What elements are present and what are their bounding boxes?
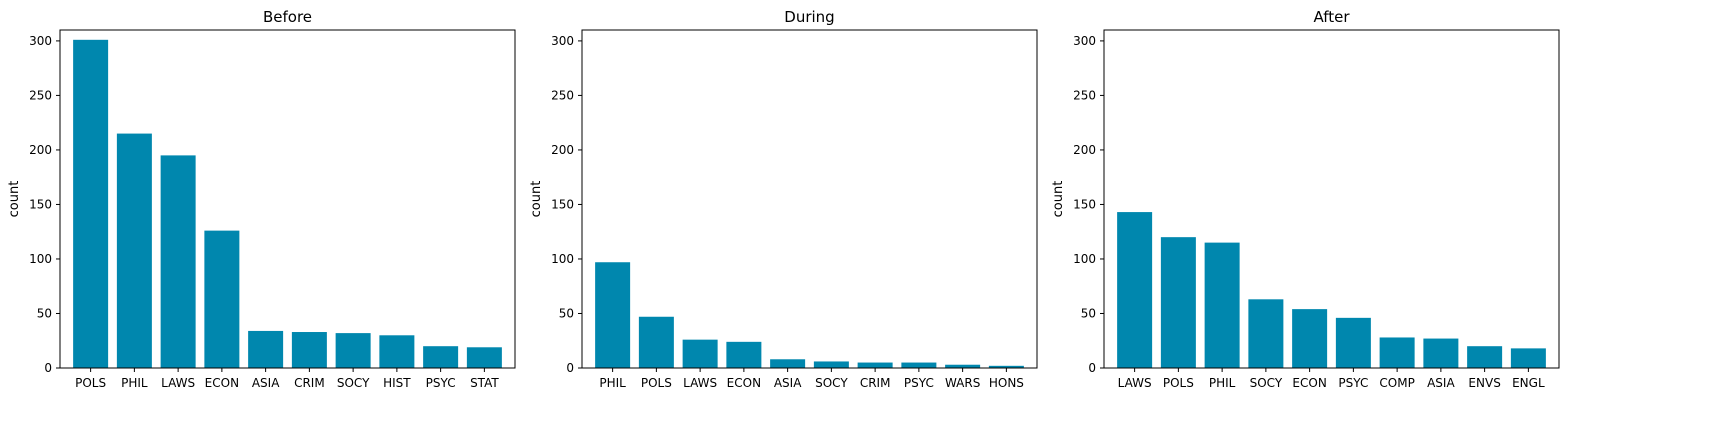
bar-phil [116, 133, 152, 368]
bar-econ [1292, 309, 1328, 368]
x-tick-label: SOCY [337, 376, 370, 390]
y-axis-label: count [1051, 181, 1066, 218]
x-tick-label: PSYC [426, 376, 456, 390]
x-tick-label: CRIM [860, 376, 891, 390]
y-tick-label: 100 [29, 252, 52, 266]
chart-panel-before: Before count POLS PHIL LAWS ECON ASIA CRIM SOC… [7, 8, 516, 390]
y-axis-label: count [7, 181, 22, 218]
y-axis-label: count [529, 181, 544, 218]
plot-frame [1103, 29, 1560, 369]
bar-socy [335, 333, 371, 368]
x-tick-label: PSYC [904, 376, 934, 390]
bar-wars [945, 364, 981, 368]
y-tick-label: 0 [566, 361, 574, 375]
x-tick-label: ENVS [1468, 376, 1500, 390]
x-tick-label: ASIA [774, 376, 802, 390]
bar-phil [595, 262, 631, 368]
y-tick-label: 200 [29, 143, 52, 157]
y-tick-label: 50 [1081, 306, 1096, 320]
plot-frame [59, 29, 516, 369]
chart-title: After [1313, 8, 1350, 26]
x-tick-label: ENGL [1512, 376, 1545, 390]
x-tick-label: ECON [205, 376, 239, 390]
bar-laws [160, 155, 196, 368]
x-tick-label: SOCY [815, 376, 848, 390]
plot-frame [581, 29, 1038, 369]
y-tick-label: 300 [1073, 34, 1096, 48]
x-tick-label: ECON [727, 376, 761, 390]
x-tick-label: PHIL [599, 376, 626, 390]
bar-psyc [901, 362, 937, 368]
y-tick-label: 300 [551, 34, 574, 48]
y-tick-label: 300 [29, 34, 52, 48]
x-tick-label: PSYC [1338, 376, 1368, 390]
bar-engl [1510, 348, 1546, 368]
y-tick-label: 50 [559, 306, 574, 320]
x-tick-label: ASIA [1427, 376, 1455, 390]
bar-pols [73, 39, 109, 369]
bar-econ [726, 341, 762, 368]
bar-socy [1248, 299, 1284, 368]
x-tick-label: WARS [945, 376, 980, 390]
bar-pols [1160, 237, 1196, 368]
x-tick-label: POLS [1163, 376, 1194, 390]
bar-asia [248, 330, 284, 368]
x-tick-label: SOCY [1250, 376, 1283, 390]
y-tick-label: 0 [1088, 361, 1096, 375]
y-tick-label: 250 [29, 88, 52, 102]
y-tick-label: 250 [1073, 88, 1096, 102]
x-tick-label: ECON [1292, 376, 1326, 390]
y-tick-label: 150 [29, 197, 52, 211]
bar-stat [466, 347, 502, 368]
bar-asia [1423, 338, 1459, 368]
y-tick-label: 150 [551, 197, 574, 211]
x-tick-label: PHIL [121, 376, 148, 390]
x-tick-label: POLS [75, 376, 106, 390]
x-tick-label: LAWS [1118, 376, 1152, 390]
bar-hist [379, 335, 415, 368]
y-tick-label: 0 [44, 361, 52, 375]
x-tick-label: PHIL [1209, 376, 1236, 390]
bar-phil [1204, 242, 1240, 368]
bar-crim [291, 332, 327, 368]
x-tick-label: COMP [1379, 376, 1414, 390]
x-tick-label: STAT [470, 376, 499, 390]
bar-laws [1117, 212, 1153, 368]
bar-hons [988, 365, 1024, 368]
chart-title: During [784, 8, 834, 26]
x-tick-label: LAWS [683, 376, 717, 390]
chart-panel-after: After count LAWS POLS PHIL SOCY ECON PSYC COMP… [1051, 8, 1560, 390]
bar-laws [682, 339, 718, 368]
y-tick-label: 200 [1073, 143, 1096, 157]
bar-psyc [1335, 317, 1371, 368]
y-tick-label: 150 [1073, 197, 1096, 211]
bar-envs [1467, 346, 1503, 368]
x-tick-label: POLS [641, 376, 672, 390]
bar-comp [1379, 337, 1415, 368]
y-tick-label: 50 [37, 306, 52, 320]
bar-psyc [423, 346, 459, 368]
x-tick-label: HIST [383, 376, 411, 390]
chart-title: Before [263, 8, 312, 26]
x-tick-label: LAWS [161, 376, 195, 390]
bar-asia [770, 359, 806, 368]
bar-econ [204, 230, 240, 368]
bar-crim [857, 362, 893, 368]
x-tick-label: ASIA [252, 376, 280, 390]
y-tick-label: 100 [1073, 252, 1096, 266]
y-tick-label: 250 [551, 88, 574, 102]
chart-panel-during: During count PHIL POLS LAWS ECON ASIA SOCY CRI… [529, 8, 1038, 390]
x-tick-label: HONS [989, 376, 1024, 390]
y-tick-label: 200 [551, 143, 574, 157]
bar-socy [813, 361, 849, 368]
x-tick-label: CRIM [294, 376, 325, 390]
y-tick-label: 100 [551, 252, 574, 266]
bar-pols [638, 316, 674, 368]
